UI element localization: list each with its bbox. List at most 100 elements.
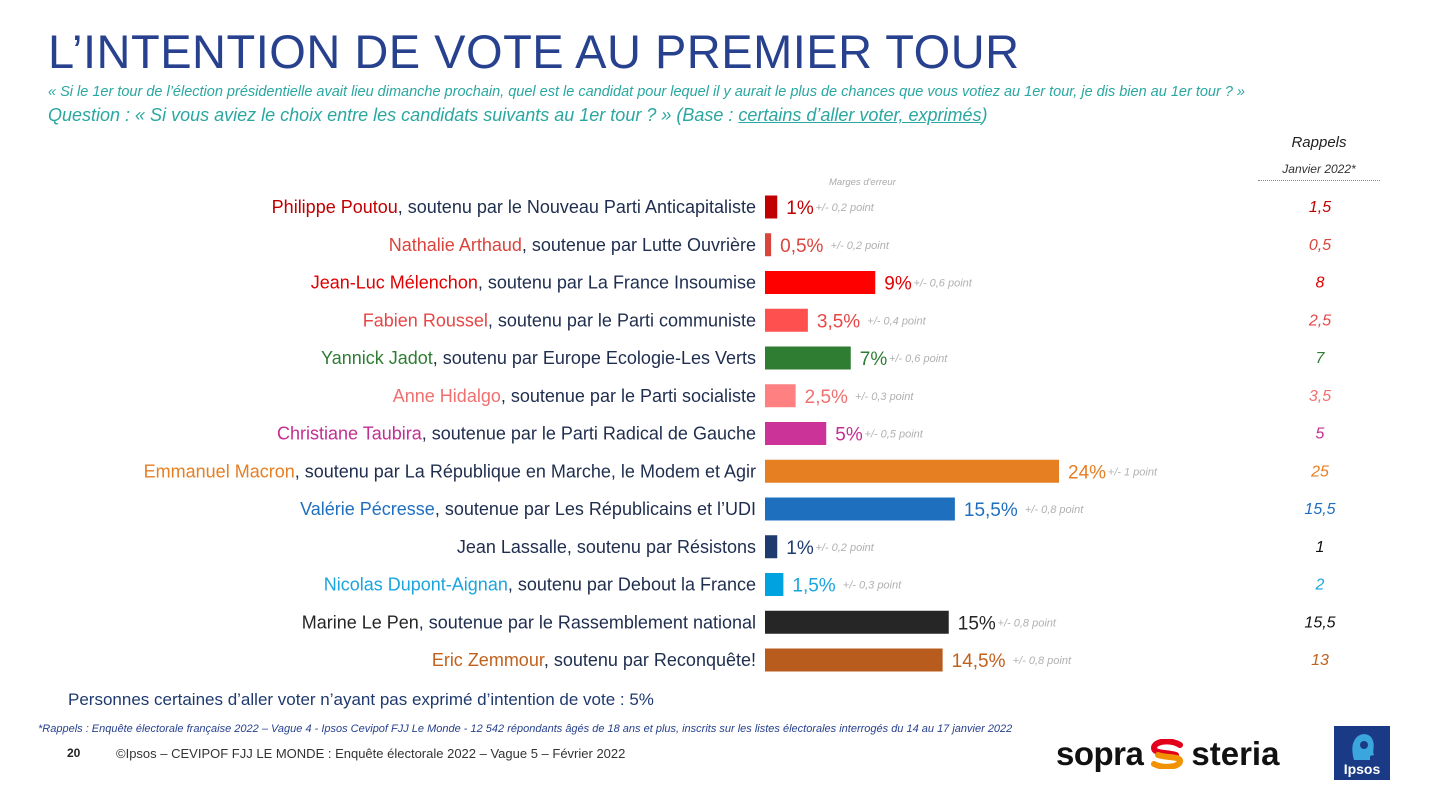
candidate-name: Valérie Pécresse bbox=[300, 499, 435, 519]
candidate-support: , soutenu par Debout la France bbox=[508, 575, 756, 595]
candidate-name: Philippe Poutou bbox=[272, 197, 398, 217]
bar-value-label: 9% bbox=[884, 274, 912, 295]
bar-value-label: 2,5% bbox=[805, 387, 848, 408]
candidate-label: Valérie Pécresse, soutenue par Les Répub… bbox=[300, 499, 756, 519]
footnote: *Rappels : Enquête électorale française … bbox=[38, 723, 1013, 735]
ipsos-logo: Ipsos bbox=[1334, 726, 1390, 780]
sopra-logo-right: steria bbox=[1191, 735, 1280, 772]
margin-header: Marges d'erreur bbox=[829, 177, 896, 188]
candidate-label: Nicolas Dupont-Aignan, soutenu par Debou… bbox=[324, 575, 756, 595]
bar bbox=[765, 459, 1059, 483]
candidate-support: , soutenue par le Rassemblement national bbox=[419, 612, 756, 632]
bar-value-label: 1% bbox=[786, 198, 814, 219]
candidate-support: , soutenue par Les Républicains et l’UDI bbox=[435, 499, 756, 519]
candidate-support: , soutenu par le Nouveau Parti Anticapit… bbox=[398, 197, 756, 217]
candidate-name: Nicolas Dupont-Aignan bbox=[324, 575, 508, 595]
bar bbox=[765, 535, 778, 559]
candidate-row: Philippe Poutou, soutenu par le Nouveau … bbox=[272, 195, 1331, 219]
ipsos-head-icon bbox=[1352, 734, 1374, 760]
recall-value: 15,5 bbox=[1304, 614, 1335, 631]
candidate-row: Valérie Pécresse, soutenue par Les Répub… bbox=[300, 497, 1336, 521]
candidate-label: Anne Hidalgo, soutenue par le Parti soci… bbox=[393, 386, 756, 406]
candidate-name: Eric Zemmour bbox=[432, 650, 545, 670]
candidate-support: , soutenu par le Parti communiste bbox=[488, 310, 756, 330]
error-margin-label: +/- 0,6 point bbox=[889, 353, 948, 365]
bar bbox=[765, 497, 955, 521]
candidate-label: Christiane Taubira, soutenue par le Part… bbox=[277, 424, 756, 444]
question-base-prefix: Question : « Si vous aviez le choix entr… bbox=[48, 105, 739, 125]
candidate-support: , soutenue par Lutte Ouvrière bbox=[522, 235, 756, 255]
question-base: Question : « Si vous aviez le choix entr… bbox=[48, 105, 987, 126]
recall-value: 1 bbox=[1316, 539, 1325, 556]
bar-value-label: 14,5% bbox=[952, 651, 1006, 672]
bar-value-label: 1,5% bbox=[792, 576, 835, 597]
candidate-support: , soutenue par le Parti Radical de Gauch… bbox=[422, 424, 756, 444]
rappels-header: Rappels bbox=[1291, 134, 1347, 151]
candidate-name: Marine Le Pen bbox=[302, 612, 419, 632]
candidate-row: Marine Le Pen, soutenue par le Rassemble… bbox=[302, 610, 1336, 634]
bar bbox=[765, 422, 827, 445]
bar bbox=[765, 195, 778, 219]
page-title: L’INTENTION DE VOTE AU PREMIER TOUR bbox=[48, 25, 1020, 78]
bar-value-label: 3,5% bbox=[817, 311, 860, 332]
rappels-period: Janvier 2022* bbox=[1258, 162, 1380, 181]
candidate-row: Nathalie Arthaud, soutenue par Lutte Ouv… bbox=[389, 233, 1331, 257]
recall-value: 3,5 bbox=[1309, 388, 1331, 405]
error-margin-label: +/- 0,2 point bbox=[815, 542, 874, 554]
bar bbox=[765, 573, 784, 596]
error-margin-label: +/- 0,3 point bbox=[843, 580, 902, 592]
sopra-steria-mark-icon bbox=[1151, 739, 1184, 769]
candidate-row: Eric Zemmour, soutenu par Reconquête! 14,… bbox=[432, 648, 1329, 672]
candidate-name: Jean-Luc Mélenchon bbox=[311, 273, 478, 293]
candidate-row: Jean-Luc Mélenchon, soutenu par La Franc… bbox=[311, 271, 1325, 295]
candidate-support: , soutenu par Reconquête! bbox=[544, 650, 756, 670]
bar-value-label: 5% bbox=[835, 425, 863, 446]
candidate-label: Fabien Roussel, soutenu par le Parti com… bbox=[363, 310, 756, 330]
error-margin-label: +/- 0,3 point bbox=[855, 391, 914, 403]
error-margin-label: +/- 0,8 point bbox=[998, 617, 1057, 629]
sopra-logo-left: sopra bbox=[1056, 735, 1144, 772]
vote-intention-chart: Philippe Poutou, soutenu par le Nouveau … bbox=[144, 195, 1336, 672]
candidate-name: Yannick Jadot bbox=[321, 348, 433, 368]
candidate-support: , soutenue par le Parti socialiste bbox=[501, 386, 756, 406]
base-note: Personnes certaines d’aller voter n’ayan… bbox=[68, 690, 654, 709]
bar bbox=[765, 384, 796, 408]
candidate-label: Yannick Jadot, soutenu par Europe Ecolog… bbox=[321, 348, 756, 368]
bar-value-label: 0,5% bbox=[780, 236, 823, 257]
question-quote: « Si le 1er tour de l’élection président… bbox=[48, 84, 1245, 100]
recall-value: 1,5 bbox=[1309, 199, 1331, 216]
error-margin-label: +/- 1 point bbox=[1108, 466, 1158, 478]
candidate-name: Christiane Taubira bbox=[277, 424, 423, 444]
ipsos-logo-text: Ipsos bbox=[1343, 761, 1381, 777]
bar bbox=[765, 648, 943, 672]
candidate-row: Nicolas Dupont-Aignan, soutenu par Debou… bbox=[324, 573, 1325, 597]
bar bbox=[765, 308, 808, 332]
error-margin-label: +/- 0,2 point bbox=[815, 202, 874, 214]
page-number: 20 bbox=[67, 746, 81, 760]
recall-value: 25 bbox=[1310, 463, 1329, 480]
recall-value: 5 bbox=[1316, 426, 1325, 443]
bar-value-label: 15% bbox=[958, 613, 996, 634]
candidate-support: , soutenu par La France Insoumise bbox=[478, 273, 756, 293]
candidate-label: Marine Le Pen, soutenue par le Rassemble… bbox=[302, 612, 756, 632]
bar bbox=[765, 346, 851, 370]
recall-value: 2,5 bbox=[1308, 312, 1331, 329]
recall-value: 0,5 bbox=[1309, 237, 1331, 254]
error-margin-label: +/- 0,8 point bbox=[1013, 655, 1072, 667]
candidate-row: Christiane Taubira, soutenue par le Part… bbox=[277, 422, 1325, 446]
candidate-row: Yannick Jadot, soutenu par Europe Ecolog… bbox=[321, 346, 1326, 370]
candidate-label: Eric Zemmour, soutenu par Reconquête! bbox=[432, 650, 756, 670]
recall-value: 7 bbox=[1316, 350, 1326, 367]
candidate-label: Philippe Poutou, soutenu par le Nouveau … bbox=[272, 197, 756, 217]
candidate-name: Jean Lassalle bbox=[457, 537, 567, 557]
candidate-label: Emmanuel Macron, soutenu par La Républiq… bbox=[144, 461, 756, 481]
candidate-name: Emmanuel Macron bbox=[144, 461, 295, 481]
bar-value-label: 7% bbox=[860, 349, 888, 370]
recall-value: 8 bbox=[1316, 275, 1325, 292]
bar-value-label: 24% bbox=[1068, 462, 1106, 483]
recall-value: 15,5 bbox=[1304, 501, 1335, 518]
candidate-row: Fabien Roussel, soutenu par le Parti com… bbox=[363, 308, 1331, 332]
recall-value: 13 bbox=[1311, 652, 1329, 669]
error-margin-label: +/- 0,2 point bbox=[831, 240, 890, 252]
candidate-label: Jean-Luc Mélenchon, soutenu par La Franc… bbox=[311, 273, 756, 293]
